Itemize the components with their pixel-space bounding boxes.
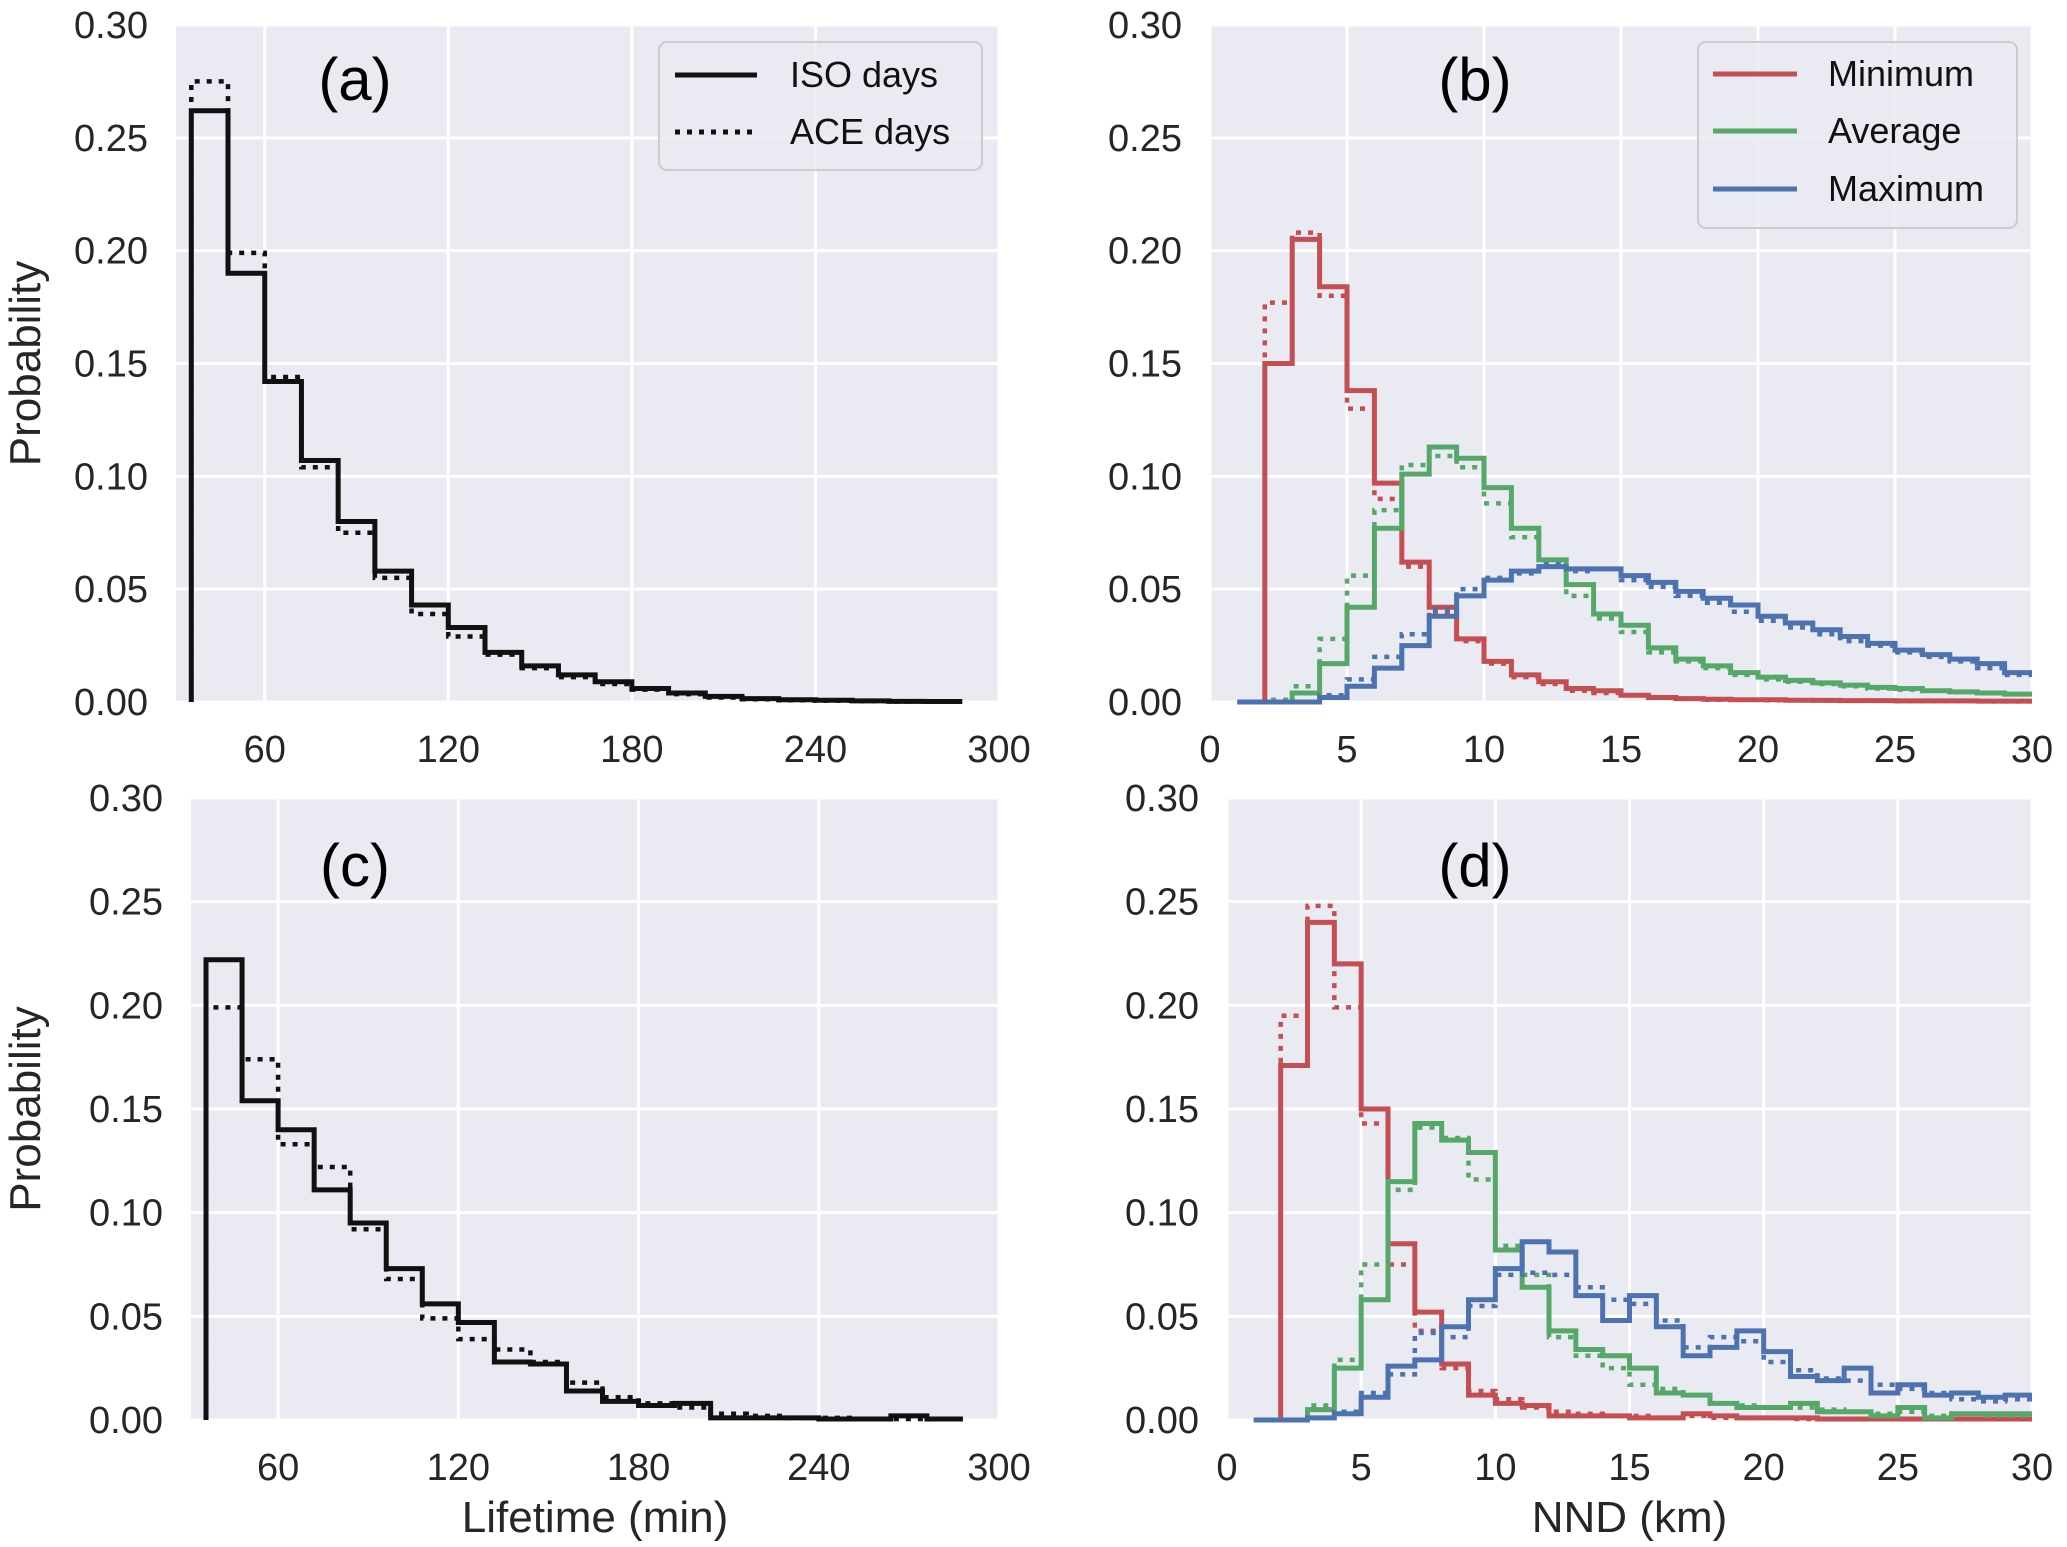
legend: ISO days ACE days	[658, 41, 983, 171]
y-tick-label: 0.15	[89, 1089, 163, 1131]
series-average-solid	[1237, 444, 2032, 705]
series-ace-days-dotted	[189, 79, 963, 705]
y-tick-label: 0.05	[74, 569, 148, 611]
legend-label: Minimum	[1828, 53, 1974, 94]
x-tick-label: 30	[2011, 1447, 2053, 1489]
legend-label: Maximum	[1828, 168, 1984, 209]
y-tick-label: 0.25	[89, 882, 163, 924]
y-tick-label: 0.20	[89, 985, 163, 1027]
y-tick-label: 0.10	[1108, 456, 1182, 498]
y-tick-label: 0.15	[1125, 1089, 1199, 1131]
x-tick-label: 60	[244, 729, 286, 771]
y-tick-label: 0.15	[74, 344, 148, 386]
y-tick-label: 0.00	[1125, 1400, 1199, 1442]
x-tick-label: 180	[607, 1447, 670, 1489]
x-tick-label: 60	[257, 1447, 299, 1489]
x-tick-label: 30	[2011, 729, 2053, 771]
y-tick-label: 0.00	[74, 682, 148, 724]
x-tick-label: 20	[1737, 729, 1779, 771]
x-tick-label: 240	[787, 1447, 850, 1489]
y-tick-label: 0.20	[74, 231, 148, 273]
x-tick-label: 25	[1877, 1447, 1919, 1489]
panel-c: 0.00 0.05 0.10 0.15 0.20 0.25 0.30 60 120 180 240 3…	[1, 778, 1031, 1542]
x-tick-label: 180	[600, 729, 663, 771]
y-tick-label: 0.30	[1108, 5, 1182, 47]
x-tick-label: 120	[417, 729, 480, 771]
panel-label: (a)	[318, 46, 391, 113]
x-tick-label: 10	[1463, 729, 1505, 771]
x-tick-label: 20	[1743, 1447, 1785, 1489]
legend-box	[1697, 41, 2018, 229]
series-maximum-solid	[1237, 564, 2032, 705]
panel-a: 0.00 0.05 0.10 0.15 0.20 0.25 0.30 60 120 180 240 3…	[1, 5, 1031, 771]
x-axis-label: NND (km)	[1532, 1493, 1728, 1542]
y-tick-label: 0.30	[1125, 778, 1199, 820]
y-tick-label: 0.10	[1125, 1193, 1199, 1235]
y-tick-label: 0.25	[74, 118, 148, 160]
y-tick-label: 0.25	[1108, 118, 1182, 160]
series-maximum-solid	[1253, 1239, 2032, 1423]
y-tick-label: 0.10	[89, 1193, 163, 1235]
x-tick-label: 120	[427, 1447, 490, 1489]
legend-label: Average	[1828, 110, 1961, 151]
x-tick-label: 0	[1216, 1447, 1237, 1489]
panel-b: 0.00 0.05 0.10 0.15 0.20 0.25 0.30 0 5 10 15 20 25 30…	[1108, 5, 2053, 771]
x-tick-label: 0	[1199, 729, 1220, 771]
x-tick-label: 15	[1608, 1447, 1650, 1489]
y-tick-label: 0.00	[1108, 682, 1182, 724]
series-average-dotted	[1237, 453, 2032, 705]
x-tick-label: 15	[1600, 729, 1642, 771]
y-tick-label: 0.20	[1125, 985, 1199, 1027]
x-tick-label: 300	[967, 729, 1030, 771]
series-maximum-dotted	[1253, 1270, 2032, 1423]
legend: Minimum Average Maximum	[1697, 41, 2018, 229]
y-tick-label: 0.10	[74, 456, 148, 498]
y-tick-label: 0.05	[1108, 569, 1182, 611]
legend-label: ISO days	[790, 54, 938, 95]
y-tick-label: 0.20	[1108, 231, 1182, 273]
panel-label: (d)	[1438, 832, 1511, 899]
legend-label: ACE days	[790, 111, 950, 152]
y-axis-label: Probability	[1, 261, 50, 466]
y-tick-label: 0.25	[1125, 882, 1199, 924]
x-tick-label: 240	[784, 729, 847, 771]
series-average-dotted	[1253, 1125, 2032, 1423]
y-tick-label: 0.00	[89, 1400, 163, 1442]
series-minimum-dotted	[1237, 230, 2032, 705]
x-tick-label: 25	[1874, 729, 1916, 771]
panel-d: 0.00 0.05 0.10 0.15 0.20 0.25 0.30 0 5 10 15 20 25 30…	[1125, 778, 2053, 1542]
panel-label: (c)	[320, 832, 390, 899]
x-axis-label: Lifetime (min)	[462, 1493, 729, 1542]
panel-label: (b)	[1438, 46, 1511, 113]
x-tick-label: 10	[1474, 1447, 1516, 1489]
y-tick-label: 0.30	[89, 778, 163, 820]
y-tick-label: 0.30	[74, 5, 148, 47]
x-tick-label: 5	[1351, 1447, 1372, 1489]
x-tick-label: 5	[1336, 729, 1357, 771]
y-tick-label: 0.05	[89, 1296, 163, 1338]
x-tick-label: 300	[967, 1447, 1030, 1489]
y-axis-label: Probability	[1, 1006, 50, 1211]
y-tick-label: 0.05	[1125, 1296, 1199, 1338]
y-tick-label: 0.15	[1108, 344, 1182, 386]
